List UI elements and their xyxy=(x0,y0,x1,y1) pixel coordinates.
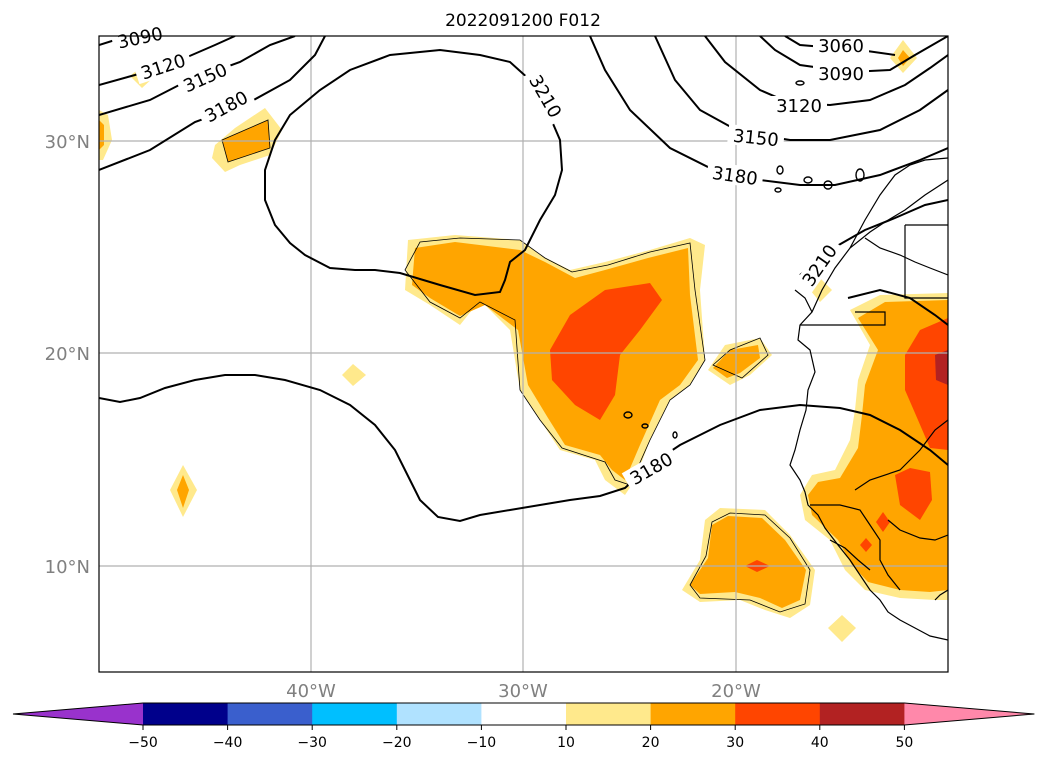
colorbar-segment xyxy=(143,703,229,725)
island xyxy=(855,168,865,182)
colorbar-segment xyxy=(396,703,482,725)
island xyxy=(803,176,813,184)
colorbar: −50 −40 −30 −20 −10 10 20 30 40 50 xyxy=(12,702,1035,751)
colorbar-segment xyxy=(735,703,821,725)
colorbar-segment xyxy=(312,703,398,725)
shade-region-nw2-orange xyxy=(99,120,104,150)
map-frame xyxy=(98,35,949,673)
contour-3210-loop xyxy=(264,48,564,297)
island xyxy=(776,165,784,175)
shade-region-east-darkred xyxy=(935,350,948,385)
longitude-labels: 40°W 30°W 20°W xyxy=(286,681,761,702)
map-plot-area: 3090 3120 3150 3180 3210 3060 3090 3120 … xyxy=(98,21,949,673)
shade-region-ne-small-orange xyxy=(898,50,910,66)
shade-region-east-red2 xyxy=(895,468,932,520)
lat-label-20n: 20°N xyxy=(45,344,90,365)
contour-label: 3150 xyxy=(732,126,780,152)
contour-label: 3060 xyxy=(818,36,864,57)
lon-label-40w: 40°W xyxy=(286,681,336,702)
contour-3120-ne xyxy=(704,36,948,107)
colorbar-segment xyxy=(650,703,736,725)
colorbar-tick-label: 30 xyxy=(726,735,744,751)
island xyxy=(795,80,805,86)
colorbar-tick-label: 10 xyxy=(557,735,575,751)
lat-label-10n: 10°N xyxy=(45,557,90,578)
contour-label: 3090 xyxy=(818,64,864,85)
shade-outline-layer xyxy=(221,119,811,613)
coastlines xyxy=(789,157,948,641)
shade-region-nw2 xyxy=(99,110,112,160)
island xyxy=(672,431,678,439)
colorbar-segment xyxy=(566,703,652,725)
islands xyxy=(623,80,865,439)
shaded-field-layer xyxy=(99,40,948,642)
colorbar-tick-label: −10 xyxy=(467,735,497,751)
lon-label-30w: 30°W xyxy=(498,681,548,702)
colorbar-tick-label: −20 xyxy=(382,735,412,751)
shade-region-small4 xyxy=(828,615,856,642)
colorbar-tick-label: −50 xyxy=(128,735,158,751)
map-title: 2022091200 F012 xyxy=(445,11,601,31)
contour-label: 3120 xyxy=(776,96,822,117)
colorbar-tick-label: 50 xyxy=(895,735,913,751)
contour-3150-ne xyxy=(654,36,948,141)
lat-label-30n: 30°N xyxy=(45,132,90,153)
colorbar-extend-high xyxy=(904,703,1035,725)
colorbar-tick-label: 20 xyxy=(642,735,660,751)
colorbar-tick-label: −30 xyxy=(297,735,327,751)
latitude-labels: 30°N 20°N 10°N xyxy=(45,132,90,578)
contour-3210-east xyxy=(847,288,948,326)
colorbar-tick-label: −40 xyxy=(213,735,243,751)
island xyxy=(774,187,782,193)
colorbar-segment xyxy=(819,703,905,725)
colorbar-extend-low xyxy=(13,703,143,725)
shade-region-east-red xyxy=(905,318,948,450)
shade-region-east-red4 xyxy=(860,538,872,552)
island xyxy=(641,423,649,429)
colorbar-segment xyxy=(481,703,567,725)
shade-region-red xyxy=(550,283,662,420)
colorbar-tick-label: 40 xyxy=(811,735,829,751)
shade-region-south-orange xyxy=(690,516,806,608)
lon-label-20w: 20°W xyxy=(711,681,761,702)
colorbar-segment xyxy=(227,703,313,725)
island xyxy=(623,411,633,419)
shade-region-east-red3 xyxy=(876,512,890,532)
shade-region-small1 xyxy=(342,364,366,386)
contour-3180-south xyxy=(99,374,948,523)
shade-region-small2-orange xyxy=(177,475,189,508)
